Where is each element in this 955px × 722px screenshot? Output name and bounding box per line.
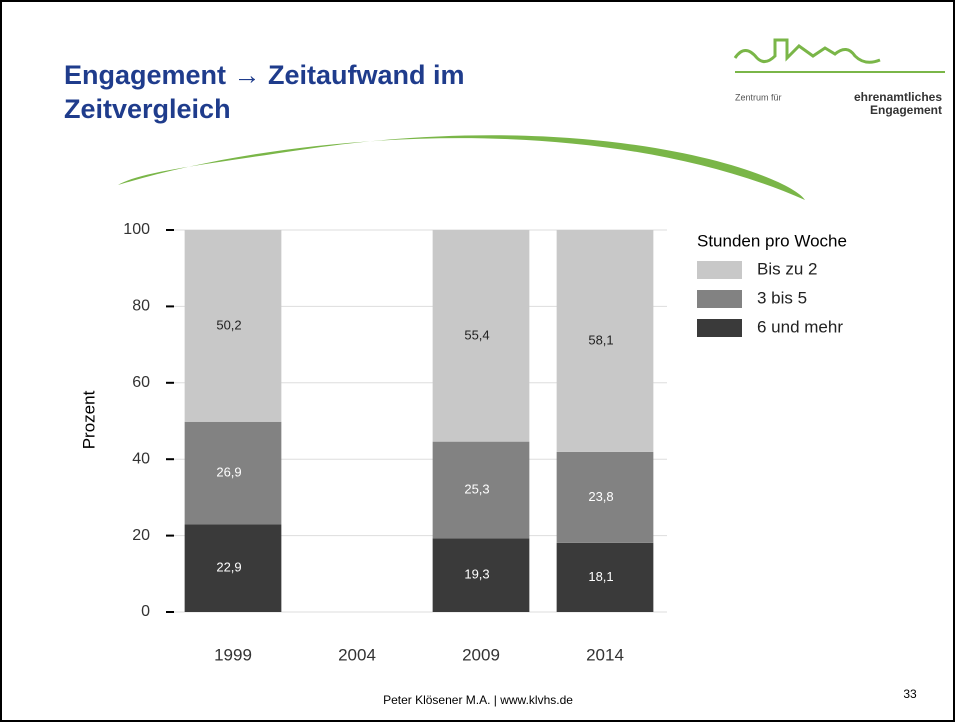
y-tick-label: 40	[132, 450, 150, 467]
legend-title: Stunden pro Woche	[697, 231, 847, 250]
legend-swatch	[697, 261, 742, 279]
data-label: 25,3	[464, 481, 489, 496]
green-swoosh	[118, 135, 805, 200]
y-axis-label: Prozent	[79, 390, 98, 449]
legend-label: 6 und mehr	[757, 317, 843, 336]
data-label: 50,2	[216, 317, 241, 332]
data-label: 26,9	[216, 465, 241, 480]
x-tick-label: 2004	[338, 645, 376, 664]
x-tick-label: 2009	[462, 645, 500, 664]
logo-text: ehrenamtliches	[854, 90, 942, 104]
y-tick-label: 60	[132, 374, 150, 391]
data-label: 23,8	[588, 489, 613, 504]
legend-swatch	[697, 290, 742, 308]
y-tick-label: 100	[123, 221, 150, 238]
page-number: 33	[903, 687, 917, 701]
logo-graphic	[735, 40, 880, 62]
data-label: 19,3	[464, 567, 489, 582]
logo-text: Engagement	[870, 103, 942, 117]
legend-swatch	[697, 319, 742, 337]
legend-label: 3 bis 5	[757, 288, 807, 307]
y-tick-label: 80	[132, 298, 150, 315]
logo-text: Zentrum für	[735, 92, 782, 102]
footer: Peter Klösener M.A. | www.klvhs.de	[383, 693, 573, 707]
x-tick-label: 2014	[586, 645, 624, 664]
slide-title: Engagement → Zeitaufwand im Zeitvergleic…	[64, 58, 584, 126]
y-tick-label: 0	[141, 603, 150, 620]
legend-label: Bis zu 2	[757, 259, 817, 278]
y-tick-label: 20	[132, 527, 150, 544]
data-label: 58,1	[588, 332, 613, 347]
slide: Zentrum für ehrenamtliches Engagement Pr…	[0, 0, 955, 722]
data-label: 55,4	[464, 327, 489, 342]
x-tick-label: 1999	[214, 645, 252, 664]
data-label: 22,9	[216, 560, 241, 575]
data-label: 18,1	[588, 569, 613, 584]
